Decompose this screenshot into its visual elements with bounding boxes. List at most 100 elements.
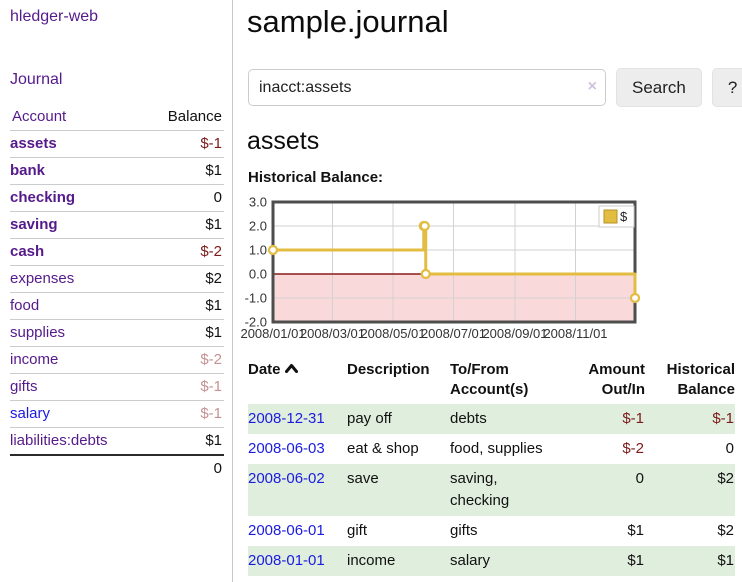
sidebar-account-saving[interactable]: saving (10, 216, 58, 233)
account-row: cash $-2 (10, 238, 224, 266)
sidebar-account-cash[interactable]: cash (10, 243, 45, 260)
sidebar-account-liabilities-debts[interactable]: liabilities:debts (10, 432, 108, 449)
register-row: 2008-06-02 save saving, checking 0 $2 (248, 464, 735, 516)
account-row: bank $1 (10, 157, 224, 185)
y-axis-tick-label: 2.0 (249, 219, 267, 234)
sidebar-account-salary[interactable]: salary (10, 405, 51, 422)
account-balance: $-1 (200, 135, 222, 152)
x-axis-tick-label: 2008/03/01 (300, 326, 365, 341)
register-date-cell: 2008-06-03 (248, 434, 347, 464)
account-row: expenses $2 (10, 265, 224, 293)
transaction-date-link[interactable]: 2008-01-01 (248, 552, 325, 569)
balance-column-header: Balance (145, 104, 224, 131)
accounts-header-row: Account Balance (10, 104, 224, 131)
register-balance-cell: $2 (717, 522, 734, 539)
y-axis-tick-label: -1.0 (245, 291, 267, 306)
sidebar-account-bank[interactable]: bank (10, 162, 46, 179)
sidebar-account-checking[interactable]: checking (10, 189, 76, 206)
historical-balance-chart: 3.0 2.0 1.0 0.0 -1.0 -2.02008/01/012008/03/01… (240, 195, 641, 341)
clear-search-icon[interactable]: × (587, 78, 597, 95)
register-amount-cell: $-2 (622, 440, 644, 457)
x-axis-tick-label: 2008/07/01 (421, 326, 486, 341)
sort-ascending-icon (284, 364, 298, 373)
x-axis-tick-label: 2008/01/01 (240, 326, 305, 341)
y-axis-tick-label: 3.0 (249, 195, 267, 210)
register-date-cell: 2008-01-01 (248, 546, 347, 576)
register-column-header-description: Description (347, 361, 430, 378)
account-row: salary $-1 (10, 400, 224, 428)
account-heading: assets (247, 127, 320, 155)
account-balance: $1 (205, 324, 222, 341)
register-date-cell: 2008-06-01 (248, 516, 347, 546)
legend-label: $ (620, 209, 628, 224)
data-point-marker (420, 268, 431, 280)
chart-title: Historical Balance: (248, 169, 384, 186)
register-amount-cell: $-1 (568, 404, 645, 434)
register-column-header-balance: Historical Balance (666, 361, 735, 398)
sidebar-account-food[interactable]: food (10, 297, 40, 314)
register-header-row: Date Description To/From Account(s) Amount Ou… (248, 356, 735, 404)
search-input-wrapper: × (248, 69, 606, 106)
x-axis-tick-label: 2008/09/01 (482, 326, 547, 341)
sidebar-account-supplies[interactable]: supplies (10, 324, 66, 341)
register-accounts-cell: salary (450, 546, 568, 576)
register-row: 2008-01-01 income salary $1 $1 (248, 546, 735, 576)
sidebar-account-assets[interactable]: assets (10, 135, 57, 152)
sidebar-account-expenses[interactable]: expenses (10, 270, 75, 287)
register-amount-cell: 0 (568, 464, 645, 516)
account-row: saving $1 (10, 211, 224, 239)
accounts-balance-table: Account Balance assets $-1 bank $1 checking 0… (10, 104, 224, 482)
register-description-cell: eat & shop (347, 440, 419, 457)
x-axis-tick-label: 2008/11/01 (543, 326, 607, 341)
account-balance: $1 (205, 297, 222, 314)
register-balance-cell: 0 (725, 440, 734, 457)
register-accounts-cell: debts (450, 404, 568, 434)
register-column-header-date[interactable]: Date (248, 356, 347, 404)
transaction-date-link[interactable]: 2008-06-01 (248, 522, 325, 539)
account-balance: $-1 (200, 378, 222, 395)
account-balance: $1 (205, 432, 222, 449)
account-balance: $1 (205, 162, 222, 179)
account-row: food $1 (10, 292, 224, 320)
accounts-total-balance: 0 (213, 460, 222, 477)
search-button[interactable]: Search (616, 68, 702, 107)
register-date-cell: 2008-12-31 (248, 404, 347, 434)
x-axis-tick-label: 2008/05/01 (360, 326, 425, 341)
total-spacer (10, 455, 146, 482)
y-axis-tick-label: 1.0 (249, 243, 267, 258)
register-row: 2008-12-31 pay off debts $-1 $-1 (248, 404, 735, 434)
data-point-marker (629, 292, 641, 304)
transaction-date-link[interactable]: 2008-06-02 (248, 470, 325, 487)
account-row: gifts $-1 (10, 373, 224, 401)
search-bar: × Search ? (248, 68, 742, 107)
app-title-link[interactable]: hledger-web (10, 8, 99, 25)
register-row: 2008-06-01 gift gifts $1 $2 (248, 516, 735, 546)
register-column-header-accounts: To/From Account(s) (450, 361, 529, 398)
sidebar-item-journal[interactable]: Journal (10, 71, 63, 88)
account-balance: $-2 (200, 243, 222, 260)
register-table: Date Description To/From Account(s) Amount Ou… (248, 356, 735, 576)
transaction-date-link[interactable]: 2008-12-31 (248, 410, 325, 427)
accounts-total-row: 0 (10, 455, 224, 482)
transaction-date-link[interactable]: 2008-06-03 (248, 440, 325, 457)
account-balance: $-2 (200, 351, 222, 368)
register-amount-cell: $1 (568, 546, 645, 576)
sidebar-account-income[interactable]: income (10, 351, 59, 368)
register-amount-cell: $1 (627, 522, 644, 539)
register-accounts-cell: food, supplies (450, 440, 543, 457)
register-balance-cell: $2 (645, 464, 735, 516)
register-balance-cell: $1 (645, 546, 735, 576)
plot-border (271, 200, 637, 324)
account-balance: 0 (213, 189, 222, 206)
register-date-cell: 2008-06-02 (248, 464, 347, 516)
help-button[interactable]: ? (711, 68, 742, 107)
search-input[interactable] (248, 69, 606, 106)
register-column-header-amount: Amount Out/In (588, 361, 645, 398)
register-row: 2008-06-03 eat & shop food, supplies $-2 0 (248, 434, 735, 464)
register-accounts-cell: saving, checking (450, 464, 568, 516)
account-column-header: Account (10, 104, 146, 131)
sidebar-account-gifts[interactable]: gifts (10, 378, 38, 395)
account-row: checking 0 (10, 184, 224, 212)
register-balance-cell: $-1 (645, 404, 735, 434)
account-balance: $-1 (200, 405, 222, 422)
